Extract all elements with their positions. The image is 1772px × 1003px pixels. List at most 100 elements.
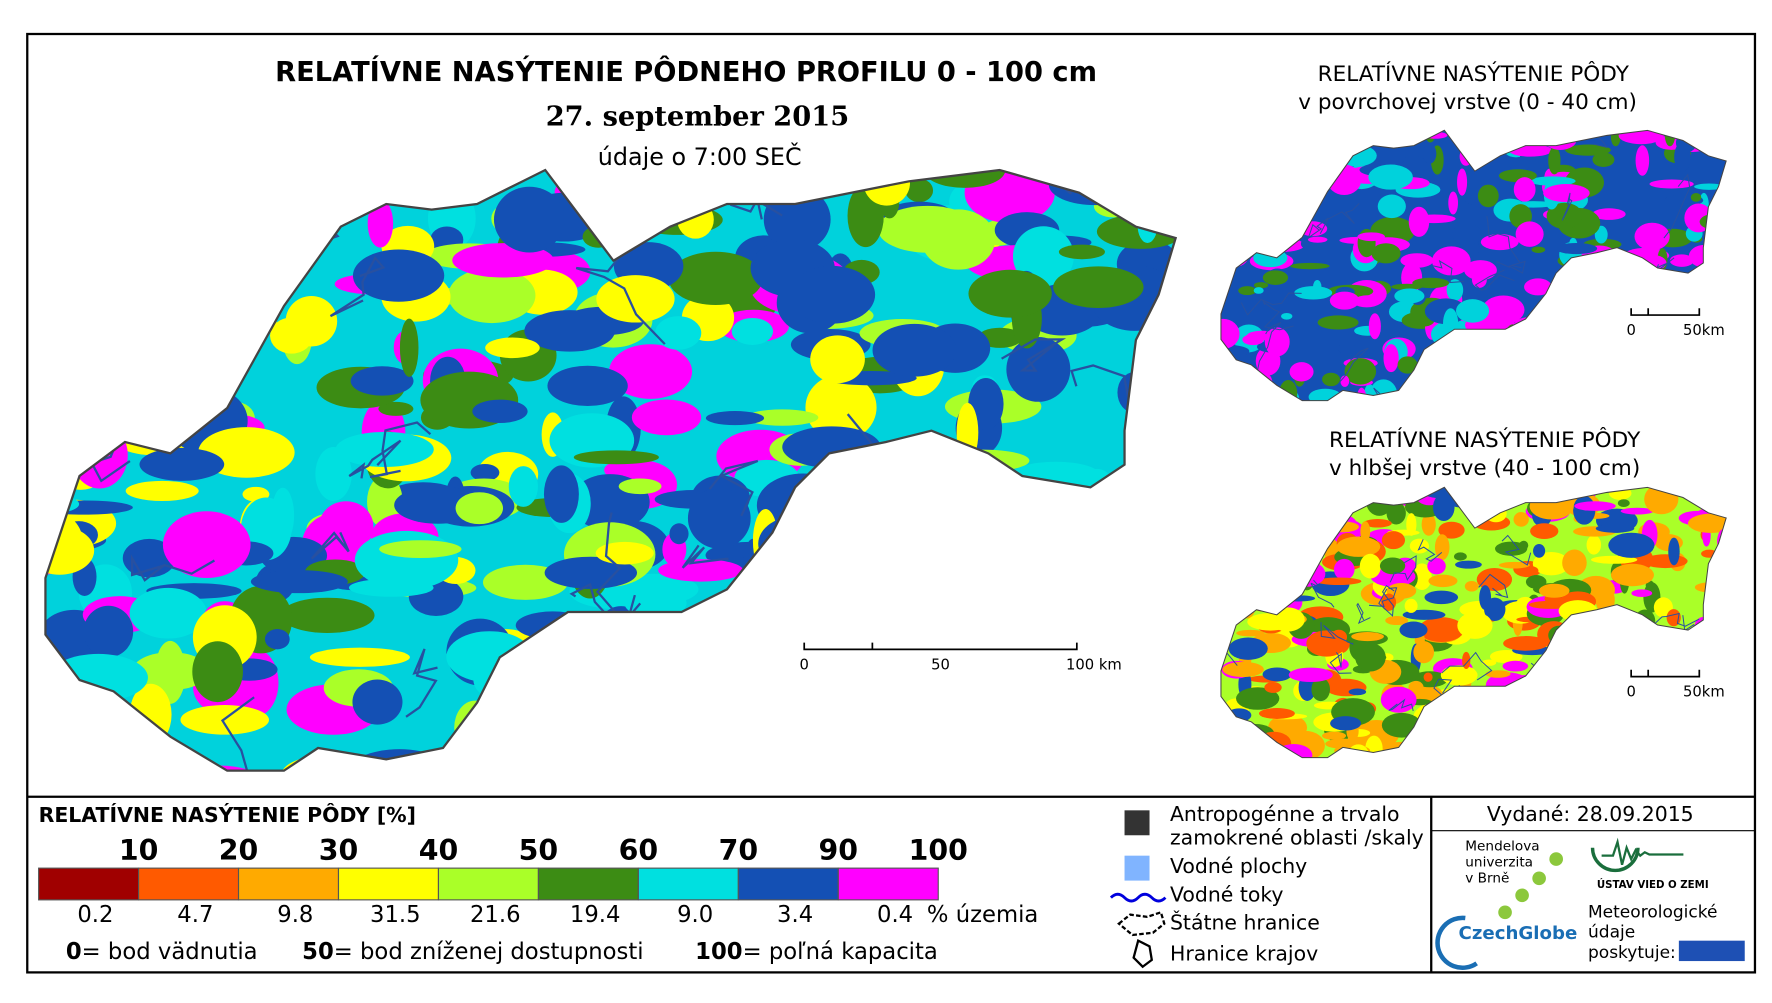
map-patch [1281, 312, 1293, 320]
map-patch [1427, 557, 1446, 575]
map-patch [309, 647, 410, 667]
map-patch [83, 605, 134, 658]
map-patch [1333, 558, 1355, 581]
map-patch [1524, 278, 1552, 296]
map-patch [658, 559, 743, 582]
map-patch [1432, 493, 1455, 522]
map-patch [1228, 637, 1268, 660]
legend-swatch [337, 867, 440, 901]
class-bound: 10 [119, 834, 159, 867]
map-patch [1421, 513, 1436, 536]
river [1417, 539, 1443, 562]
map-patch [595, 541, 654, 565]
map-patch [1355, 643, 1386, 672]
map-patch [1308, 388, 1342, 401]
map-patch [596, 275, 675, 323]
map-patch [1595, 524, 1635, 533]
class-share: 9.8 [277, 902, 313, 928]
class-bound: 50 [519, 834, 559, 867]
map-patch [1253, 287, 1264, 294]
map-patch [264, 629, 290, 650]
river [1378, 584, 1395, 617]
symbol-label: Vodné toky [1170, 882, 1284, 906]
map-patch [1289, 362, 1314, 382]
map-patch [1440, 665, 1478, 686]
map-patch [125, 480, 199, 501]
map-patch [1694, 183, 1724, 190]
class-bound: 60 [619, 834, 659, 867]
map-patch [348, 578, 434, 597]
river [1501, 534, 1532, 566]
map-patch [1519, 540, 1529, 550]
map-patch [350, 366, 414, 396]
river [575, 238, 666, 345]
map-patch [1480, 233, 1519, 251]
map-patch [1317, 315, 1359, 330]
scale-label: 0 [800, 656, 809, 673]
map-patch [1498, 561, 1530, 569]
map-patch [335, 431, 434, 467]
scale-bar [803, 642, 1078, 651]
map-patch [1562, 549, 1587, 577]
map-patch [624, 588, 687, 618]
map-subtitle: v hlbšej vrstve (40 - 100 cm) [1329, 456, 1640, 481]
map-patch [315, 446, 352, 501]
class-share: 19.4 [570, 902, 621, 928]
map-patch [1479, 585, 1492, 610]
map-patch [1635, 145, 1650, 176]
map-patch [1455, 299, 1490, 323]
symbol-state-border [1117, 910, 1166, 937]
map-patch [1481, 659, 1497, 666]
map-patch [1357, 232, 1385, 242]
map-patch [1586, 535, 1602, 555]
map-patch [1513, 177, 1536, 202]
logo-dot [1532, 871, 1546, 886]
map-patch [485, 337, 540, 359]
river [1486, 215, 1521, 264]
river [1389, 555, 1417, 583]
logo-arc [1435, 915, 1478, 970]
river [1651, 612, 1700, 627]
map-patch [1379, 557, 1406, 575]
map-patch [1306, 630, 1347, 657]
map-patch [655, 316, 702, 350]
river [329, 256, 386, 318]
map-patch [1236, 629, 1265, 637]
map-patch [1515, 221, 1544, 247]
symbol-label: zamokrené oblasti /skaly [1170, 826, 1424, 850]
map-patch [162, 511, 251, 579]
map-patch [1502, 660, 1529, 672]
map-patch [1383, 344, 1399, 373]
map-patch [1330, 716, 1362, 731]
class-share: 0.2 [77, 902, 113, 928]
date: 27. september 2015 [546, 100, 849, 132]
map-patch [968, 269, 1052, 318]
map-patch [250, 570, 348, 594]
map-patch [731, 317, 774, 345]
legend-note: 100= poľná kapacita [695, 939, 938, 965]
map-patch [1530, 523, 1559, 539]
map-patch [1548, 146, 1561, 175]
map-patch [1409, 538, 1430, 554]
map-patch [1238, 286, 1257, 296]
map-patch [1594, 225, 1608, 244]
river [1496, 260, 1526, 274]
river [1478, 573, 1509, 599]
map-patch [1590, 555, 1638, 564]
river [405, 648, 438, 718]
map-patch [1610, 563, 1654, 587]
map-patch [1649, 179, 1694, 189]
map-patch [1452, 223, 1483, 245]
logo-arc [1590, 847, 1640, 873]
map-patch [1538, 583, 1570, 598]
map-patch [448, 268, 536, 324]
logo-dot [1515, 888, 1529, 903]
river [1354, 387, 1401, 401]
map-patch [1348, 688, 1367, 696]
map-patch [1464, 580, 1479, 592]
map-patch [508, 466, 538, 507]
map-patch [1400, 253, 1434, 268]
map-patch [1525, 575, 1547, 589]
note-text: = bod vädnutia [82, 939, 258, 965]
river [1329, 652, 1352, 674]
